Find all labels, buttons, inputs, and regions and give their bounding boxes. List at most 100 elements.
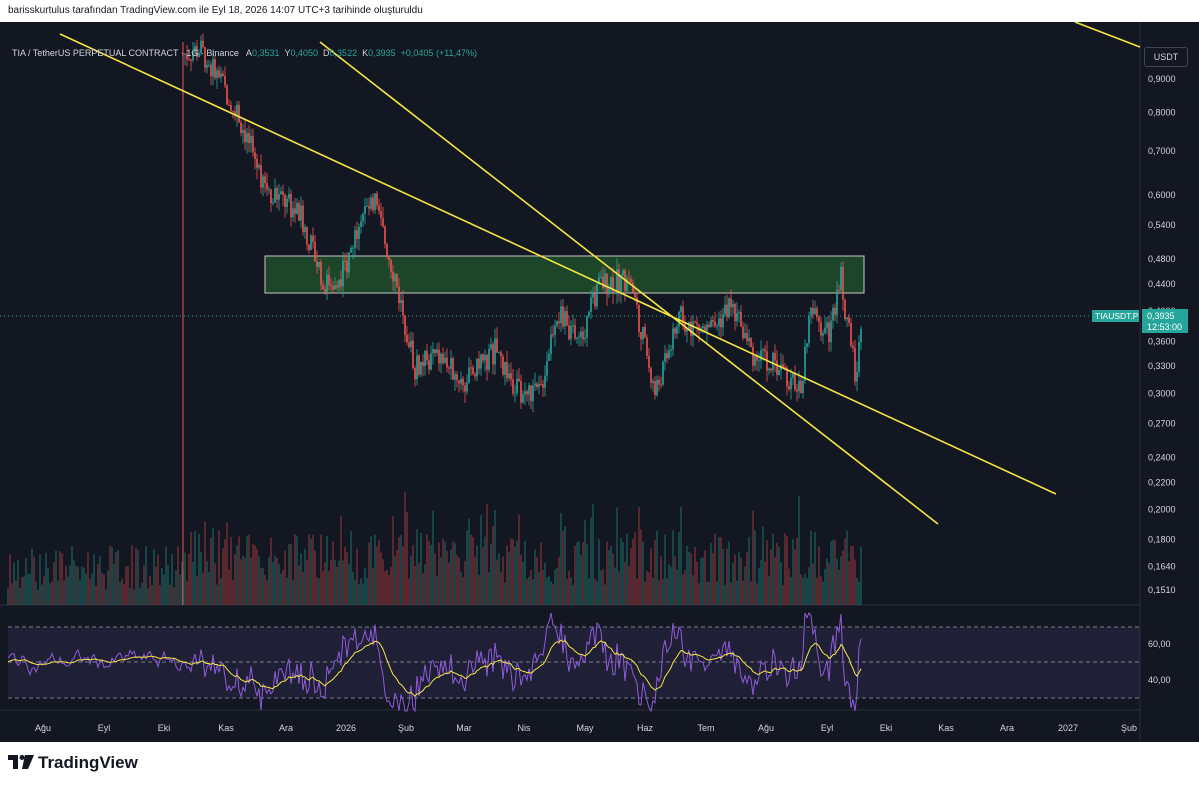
time-axis[interactable]: Ağu Eyl Eki Kas Ara 2026 Şub Mar Nis May Haz Tem Ağu… <box>35 723 1137 733</box>
price-tick-label: 0,7000 <box>1148 146 1176 156</box>
candlesticks <box>182 33 862 605</box>
symbol-name[interactable]: TIA / TetherUS PERPETUAL CONTRACT · 1G ·… <box>12 48 239 58</box>
volume-bar <box>105 588 107 605</box>
volume-bar <box>294 534 296 605</box>
chart-area[interactable]: 0,9000 0,8000 0,7000 0,6000 0,5400 0,4800 0,44… <box>0 21 1199 742</box>
candle-body <box>820 322 822 336</box>
volume-bar <box>422 573 424 605</box>
volume-bar <box>462 577 464 605</box>
volume-bar <box>115 552 117 605</box>
candle-body <box>746 333 748 342</box>
volume-bar <box>804 573 806 605</box>
volume-bar <box>852 546 854 605</box>
volume-bar <box>404 491 406 605</box>
close-label: K <box>362 48 369 58</box>
candle-body <box>706 324 708 332</box>
volume-bar <box>498 553 500 605</box>
candle-body <box>234 111 236 116</box>
trendline-top-right[interactable] <box>1074 21 1141 48</box>
volume-bar <box>752 510 754 605</box>
volume-bar <box>135 547 137 605</box>
volume-bar <box>436 576 438 605</box>
price-scale[interactable]: 0,9000 0,8000 0,7000 0,6000 0,5400 0,4800 0,44… <box>1148 74 1176 595</box>
volume-bar <box>111 546 113 605</box>
candle-body <box>654 381 656 396</box>
volume-bar <box>266 580 268 605</box>
volume-bar <box>364 568 366 605</box>
volume-bar <box>694 546 696 605</box>
volume-bar <box>87 552 89 605</box>
price-tick-label: 0,6000 <box>1148 190 1176 200</box>
candle-body <box>464 385 466 392</box>
volume-bar <box>798 496 800 605</box>
volume-bar <box>61 553 63 605</box>
candle-body <box>544 375 546 388</box>
candle-body <box>554 325 556 335</box>
volume-bar <box>474 556 476 605</box>
volume-bar <box>488 572 490 605</box>
candle-body <box>748 338 750 342</box>
volume-bar <box>250 557 252 605</box>
volume-bar <box>572 584 574 605</box>
volume-bar <box>510 538 512 605</box>
volume-bar <box>93 554 95 605</box>
volume-bar <box>230 537 232 605</box>
volume-bar <box>808 567 810 605</box>
volume-bar <box>210 537 212 605</box>
volume-bar <box>402 546 404 605</box>
candle-body <box>580 331 582 338</box>
candle-body <box>776 360 778 376</box>
supply-zone[interactable] <box>264 255 865 294</box>
candle-body <box>698 324 700 331</box>
candle-body <box>506 361 508 379</box>
candle-body <box>722 313 724 328</box>
volume-bar <box>638 507 640 605</box>
volume-bar <box>270 537 272 605</box>
candle-body <box>840 266 842 291</box>
candle-body <box>320 261 322 285</box>
candle-body <box>796 389 798 392</box>
volume-bar <box>724 584 726 605</box>
volume-bar <box>284 550 286 605</box>
volume-bar <box>570 577 572 605</box>
volume-bar <box>43 576 45 605</box>
volume-bar <box>65 565 67 605</box>
volume-bar <box>544 562 546 605</box>
volume-bar <box>620 537 622 605</box>
volume-bar <box>658 580 660 605</box>
currency-button[interactable]: USDT <box>1144 47 1188 67</box>
volume-bar <box>710 543 712 605</box>
tradingview-brand[interactable]: TradingView <box>38 753 138 772</box>
volume-bar <box>644 581 646 605</box>
candle-body <box>432 349 434 354</box>
candle-body <box>712 320 714 322</box>
volume-bar <box>764 561 766 605</box>
volume-bar <box>129 588 131 605</box>
volume-bar <box>506 545 508 605</box>
trendline-steep[interactable] <box>319 41 939 525</box>
candle-body <box>782 364 784 368</box>
volume-bar <box>226 522 228 605</box>
candle-body <box>758 360 760 362</box>
volume-bar <box>558 556 560 605</box>
candle-body <box>562 306 564 327</box>
candle-body <box>668 350 670 359</box>
volume-bar <box>478 574 480 605</box>
candle-body <box>592 293 594 298</box>
candle-body <box>846 317 848 320</box>
chart-canvas[interactable]: 0,9000 0,8000 0,7000 0,6000 0,5400 0,4800 0,44… <box>0 21 1199 742</box>
volume-bar <box>626 533 628 605</box>
candle-body <box>262 176 264 188</box>
volume-bar <box>468 518 470 605</box>
candle-body <box>492 344 494 365</box>
volume-bar <box>292 580 294 605</box>
volume-bar <box>113 563 115 605</box>
volume-bar <box>706 581 708 605</box>
trendline-long[interactable] <box>59 33 1057 495</box>
volume-bar <box>308 534 310 605</box>
volume-bar <box>432 510 434 605</box>
volume-bar <box>790 576 792 605</box>
volume-bar <box>788 568 790 605</box>
volume-bar <box>282 569 284 605</box>
candle-body <box>408 342 410 348</box>
